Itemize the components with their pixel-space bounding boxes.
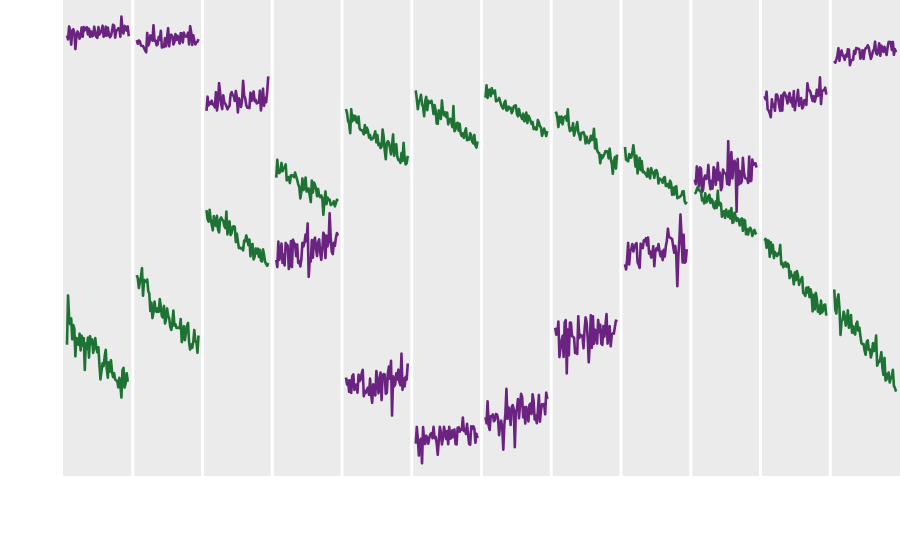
- facet-panel-12: [831, 0, 900, 476]
- facet-panel-8: [552, 0, 620, 476]
- series-1-line-panel-7: [484, 387, 549, 452]
- facet-panel-11: [762, 0, 829, 476]
- facet-panel-2: [134, 0, 201, 476]
- series-1-line-panel-11: [763, 76, 828, 119]
- series-1-line-panel-6: [414, 416, 479, 465]
- series-2-line-panel-8: [554, 107, 619, 176]
- series-1-line-panel-2: [135, 23, 200, 54]
- series-2-line-panel-4: [274, 158, 340, 217]
- series-1-line-panel-4: [274, 211, 340, 279]
- series-1-line-panel-12: [833, 40, 898, 67]
- chart-panels: [63, 0, 900, 476]
- facet-panel-10: [692, 0, 759, 476]
- series-2-line-panel-10: [693, 185, 758, 238]
- series-1-line-panel-3: [205, 76, 270, 114]
- series-2-line-panel-11: [763, 237, 828, 316]
- series-1-line-panel-8: [553, 312, 619, 375]
- facet-panel-6: [413, 0, 480, 476]
- chart-series-lines: [65, 15, 898, 465]
- series-2-line-panel-7: [484, 83, 549, 138]
- series-2-line-panel-5: [344, 107, 410, 166]
- series-1-line-panel-9: [623, 213, 689, 288]
- facet-panel-1: [63, 0, 132, 476]
- series-2-line-panel-3: [205, 208, 270, 268]
- series-2-line-panel-2: [135, 266, 200, 355]
- series-1-line-panel-1: [65, 15, 131, 51]
- series-2-line-panel-6: [414, 90, 479, 149]
- series-2-line-panel-12: [832, 289, 898, 392]
- series-1-line-panel-5: [344, 352, 410, 417]
- facet-panel-5: [343, 0, 411, 476]
- series-1-line-panel-10: [693, 139, 758, 213]
- facet-panel-9: [622, 0, 690, 476]
- series-2-line-panel-9: [623, 143, 688, 205]
- series-2-line-panel-1: [65, 294, 129, 399]
